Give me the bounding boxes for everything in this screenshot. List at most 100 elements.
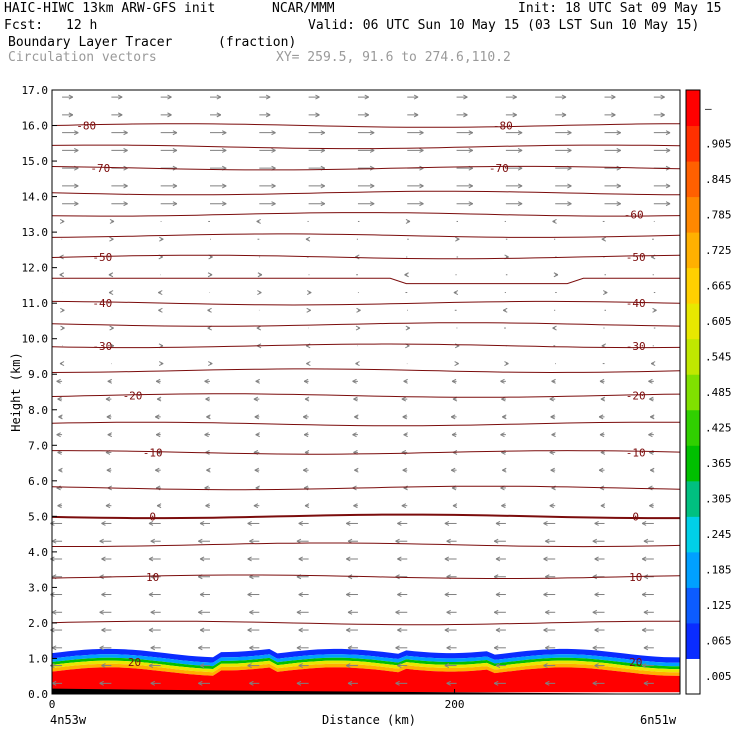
vector-head <box>306 292 312 295</box>
vector-head <box>543 627 548 631</box>
colorbar-label: .905 <box>705 137 732 150</box>
vector-head <box>155 469 160 473</box>
vector-head <box>271 165 276 169</box>
vector-head <box>352 485 357 489</box>
vector-head <box>553 272 559 276</box>
vector-head <box>74 167 79 171</box>
vector-head <box>320 132 326 136</box>
vector-head <box>59 361 65 365</box>
vector-head <box>199 627 205 631</box>
vector-head <box>551 378 556 382</box>
vector-head <box>249 611 254 615</box>
vector-head <box>652 307 657 311</box>
vector-head <box>109 325 114 329</box>
vector-head <box>452 398 458 402</box>
vector-head <box>599 380 605 384</box>
vector-head <box>413 114 419 118</box>
vector-head <box>401 503 407 507</box>
vector-head <box>60 309 65 313</box>
vector-head <box>109 343 115 347</box>
vector-head <box>405 221 411 224</box>
vector-head <box>454 363 459 367</box>
vector-head <box>265 94 271 98</box>
colorbar-label: .245 <box>705 528 732 541</box>
vector-head <box>450 467 456 471</box>
vector-head <box>402 414 407 418</box>
vector-head <box>665 183 671 187</box>
isotherm-line <box>51 421 681 427</box>
vector-head <box>512 96 517 100</box>
vector-head <box>108 292 114 295</box>
vector-head <box>206 469 211 473</box>
vector-head <box>453 290 459 293</box>
vector-head <box>517 147 523 151</box>
vector-head <box>504 363 509 367</box>
vector-head <box>109 219 115 222</box>
vector-head <box>58 416 63 420</box>
vector-head <box>594 592 599 595</box>
vector-head <box>123 132 128 136</box>
vector-head <box>598 467 604 471</box>
vector-head <box>419 183 424 187</box>
y-tick-label: 10.0 <box>22 333 49 346</box>
vector-head <box>594 521 599 524</box>
colorbar-label: .605 <box>705 315 732 328</box>
vector-head <box>650 467 655 471</box>
vector-head <box>444 627 450 631</box>
isotherm-line <box>52 277 680 285</box>
vector-head <box>172 132 178 136</box>
vector-head <box>298 627 303 631</box>
vector-head <box>543 665 548 669</box>
vector-head <box>108 272 114 276</box>
vector-head <box>155 414 160 418</box>
colorbar-label: .125 <box>705 599 732 612</box>
colorbar-swatch <box>686 445 700 482</box>
colorbar-label: .305 <box>705 493 732 506</box>
isotherm-line <box>51 485 681 491</box>
colorbar-label: .005 <box>705 670 732 683</box>
vector-head <box>517 185 523 189</box>
vector-head <box>501 505 506 509</box>
vector-head <box>150 647 156 651</box>
colorbar-swatch <box>686 90 700 127</box>
vector-head <box>296 645 302 649</box>
contour-label: -30 <box>92 340 112 353</box>
vector-head <box>247 665 252 669</box>
vector-head <box>419 203 424 207</box>
vector-head <box>550 414 555 418</box>
isotherm-line <box>51 574 681 579</box>
vector-head <box>395 574 400 578</box>
y-tick-label: 7.0 <box>28 439 48 452</box>
vector-head <box>598 416 604 420</box>
vector-head <box>401 398 407 402</box>
vector-head <box>495 663 501 667</box>
vector-head <box>552 221 557 224</box>
vector-head <box>550 467 555 471</box>
vector-head <box>199 523 205 526</box>
vector-head <box>99 574 104 578</box>
vector-head <box>158 343 164 347</box>
x-tick-label: 0 <box>49 698 56 711</box>
vector-head <box>369 183 375 187</box>
vector-head <box>198 645 203 649</box>
vector-head <box>298 558 303 562</box>
vector-head <box>315 114 320 118</box>
vector-head <box>419 130 424 134</box>
vector-head <box>172 147 178 151</box>
vector-head <box>500 434 505 438</box>
vector-head <box>364 114 369 118</box>
vector-head <box>305 345 311 349</box>
vector-head <box>117 112 123 116</box>
vector-head <box>155 380 161 384</box>
vector-head <box>59 363 65 367</box>
vector-head <box>296 682 302 686</box>
vector-head <box>453 292 459 295</box>
vector-head <box>517 203 523 207</box>
vector-head <box>207 272 213 276</box>
vector-head <box>99 647 104 651</box>
vector-head <box>446 645 451 649</box>
vector-head <box>249 645 254 649</box>
colorbar-label: .785 <box>705 208 732 221</box>
vector-head <box>502 309 508 313</box>
vector-head <box>167 96 172 100</box>
